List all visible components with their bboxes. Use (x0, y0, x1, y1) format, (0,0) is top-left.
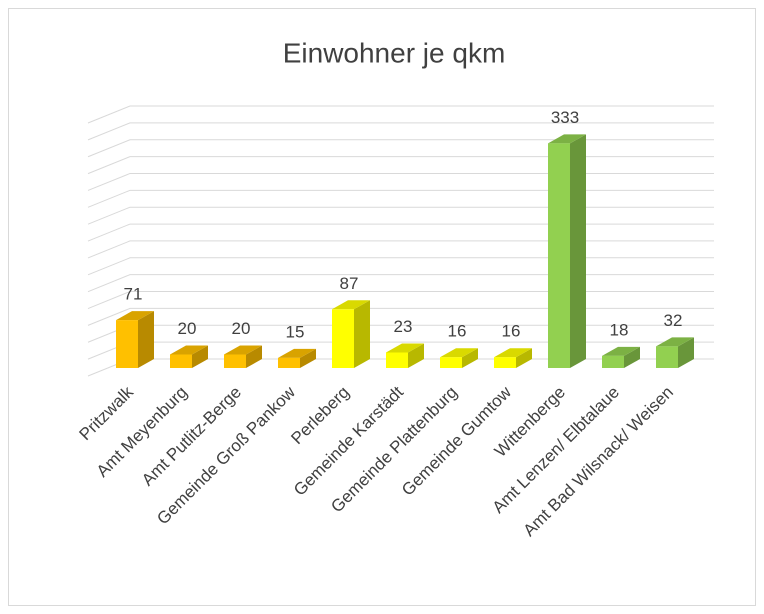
data-label: 71 (124, 285, 143, 304)
bar-side (570, 134, 586, 368)
data-label: 23 (394, 317, 413, 336)
grid-line (87, 122, 714, 141)
bar (116, 311, 154, 368)
data-label: 333 (551, 108, 579, 127)
grid-line (87, 156, 714, 175)
bar-side (354, 300, 370, 368)
grid-line (87, 206, 714, 225)
grid-line (87, 105, 714, 124)
grid-line (87, 257, 714, 276)
bar-front (440, 357, 462, 368)
bar-front (386, 352, 408, 368)
data-label: 16 (448, 322, 467, 341)
bar-top (170, 345, 208, 355)
bar-front (332, 309, 354, 368)
bar-side (624, 346, 640, 368)
bar-side (516, 348, 532, 368)
bar-top (656, 337, 694, 347)
bar (170, 345, 208, 368)
bar-top (332, 300, 370, 310)
data-label: 15 (286, 322, 305, 341)
bar-top (602, 346, 640, 356)
bar (602, 346, 640, 368)
bar-side (246, 345, 262, 368)
chart-frame (8, 8, 756, 606)
bar-front (224, 354, 246, 368)
bar-side (462, 348, 478, 368)
bar (548, 134, 586, 368)
data-label: 87 (340, 274, 359, 293)
bar-top (224, 345, 262, 355)
bar-front (494, 357, 516, 368)
bar-side (678, 337, 694, 368)
bar-top (494, 348, 532, 358)
grid-line (87, 189, 714, 208)
bar-front (278, 357, 300, 368)
bar-side (192, 345, 208, 368)
bar (224, 345, 262, 368)
grid-line (87, 291, 714, 309)
bar (440, 348, 478, 368)
bar (656, 337, 694, 368)
chart-title: Einwohner je qkm (283, 37, 506, 68)
bar-top (440, 348, 478, 358)
bar-top (116, 311, 154, 321)
bar (332, 300, 370, 368)
bar (278, 348, 316, 368)
bar-front (548, 143, 570, 368)
bar-top (386, 343, 424, 353)
grid-line (87, 274, 714, 293)
data-label: 16 (502, 322, 521, 341)
grid-line (87, 139, 714, 158)
grid-line (87, 240, 714, 259)
bar (386, 343, 424, 368)
bar-front (170, 354, 192, 368)
grid-line (87, 223, 714, 242)
grid-line (87, 172, 714, 191)
bar-front (116, 320, 138, 368)
bar-front (602, 355, 624, 368)
bar-side (408, 343, 424, 368)
data-label: 20 (178, 319, 197, 338)
bar-side (138, 311, 154, 368)
data-label: 20 (232, 319, 251, 338)
data-label: 18 (610, 320, 629, 339)
bar-front (656, 346, 678, 368)
grid-line (87, 307, 714, 326)
bar (494, 348, 532, 368)
bar-side (300, 348, 316, 368)
bar-top (278, 348, 316, 358)
bar-top (548, 134, 586, 144)
data-label: 32 (664, 311, 683, 330)
